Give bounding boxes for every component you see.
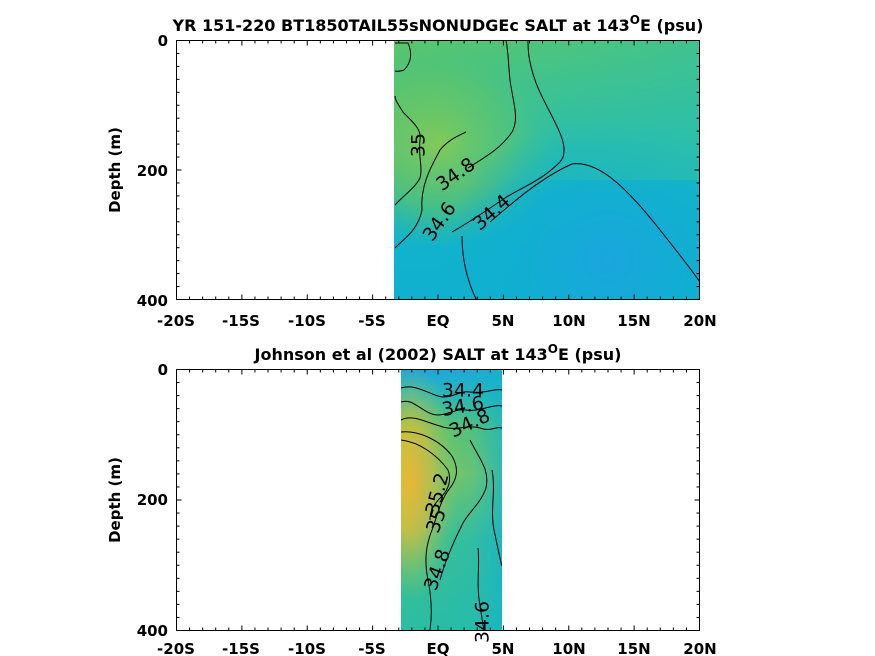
panel-1-x-tick-label: -10S — [288, 312, 326, 330]
panel-2-contours — [401, 386, 502, 631]
panel-2-y-tick-labels: 0 200 400 — [137, 361, 168, 640]
panel-2-y-axis-label: Depth (m) — [106, 457, 124, 543]
panel-1-contour-line — [467, 40, 516, 169]
panel-2-x-tick-label: 10N — [552, 640, 585, 656]
panel-2-contour-label: 34.4 — [442, 380, 484, 402]
panel-1-x-tick-label: 5N — [492, 312, 515, 330]
panel-1-y-tick-label: 400 — [137, 292, 168, 310]
panel-1-contour-line — [394, 42, 412, 72]
panel-1: YR 151-220 BT1850TAIL55sNONUDGEc SALT at… — [106, 13, 717, 330]
panel-1-x-tick-label: -5S — [358, 312, 385, 330]
panel-1-x-tick-label: -15S — [222, 312, 260, 330]
panel-2-y-tick-label: 200 — [137, 491, 168, 509]
panel-1-title: YR 151-220 BT1850TAIL55sNONUDGEc SALT at… — [172, 13, 704, 35]
panel-1-contour-line — [394, 95, 422, 206]
panel-1-x-tick-label: 15N — [617, 312, 650, 330]
panel-1-contour-label: 35 — [408, 133, 430, 157]
panel-2-y-tick-label: 0 — [158, 361, 168, 379]
panel-1-colour-field — [394, 40, 700, 299]
panel-2-x-tick-label: -5S — [358, 640, 385, 656]
panel-2-title: Johnson et al (2002) SALT at 143OE (psu) — [254, 342, 622, 364]
panel-2-x-tick-label: 15N — [617, 640, 650, 656]
panel-1-y-axis-label: Depth (m) — [106, 127, 124, 213]
panel-2-x-tick-label: 20N — [683, 640, 716, 656]
panel-1-contour-line — [394, 131, 467, 249]
panel-2-contour-line — [401, 431, 457, 631]
panel-2-y-tick-label: 400 — [137, 622, 168, 640]
panel-1-x-tick-label: 20N — [683, 312, 716, 330]
panel-1-ticks — [176, 40, 700, 300]
panel-1-y-tick-label: 0 — [158, 32, 168, 50]
panel-1-contours — [394, 40, 700, 299]
panel-2-contour-line — [401, 400, 502, 416]
panel-1-contour-line — [489, 163, 700, 283]
panel-2-contour-line — [477, 547, 485, 631]
panel-2-x-tick-label: EQ — [427, 640, 450, 656]
panel-2-ticks — [176, 369, 700, 631]
panel-1-x-tick-labels: -20S -15S -10S -5S EQ 5N 10N 15N 20N — [157, 312, 717, 330]
panel-2: Johnson et al (2002) SALT at 143OE (psu)… — [106, 342, 717, 656]
panel-2-x-tick-label: -15S — [222, 640, 260, 656]
panel-2-x-tick-label: 5N — [492, 640, 515, 656]
panel-2-contour-line — [491, 469, 502, 567]
panel-1-contour-line — [451, 40, 565, 233]
panel-1-y-tick-label: 200 — [137, 162, 168, 180]
panel-2-x-tick-labels: -20S -15S -10S -5S EQ 5N 10N 15N 20N — [157, 640, 717, 656]
panel-1-x-tick-label: -20S — [157, 312, 195, 330]
panel-2-contour-line — [401, 417, 502, 430]
panel-1-x-tick-label: EQ — [427, 312, 450, 330]
panel-2-contour-line — [401, 439, 451, 521]
panel-2-contour-line — [401, 386, 502, 398]
panel-2-x-tick-label: -10S — [288, 640, 326, 656]
panel-1-contour-line — [461, 235, 477, 299]
panel-2-x-tick-label: -20S — [157, 640, 195, 656]
panel-2-contour-label: 34.6 — [472, 601, 494, 643]
panel-1-y-tick-labels: 0 200 400 — [137, 32, 168, 310]
panel-2-contour-line — [439, 439, 488, 581]
panel-2-colour-field — [401, 370, 502, 631]
panel-1-x-tick-label: 10N — [552, 312, 585, 330]
